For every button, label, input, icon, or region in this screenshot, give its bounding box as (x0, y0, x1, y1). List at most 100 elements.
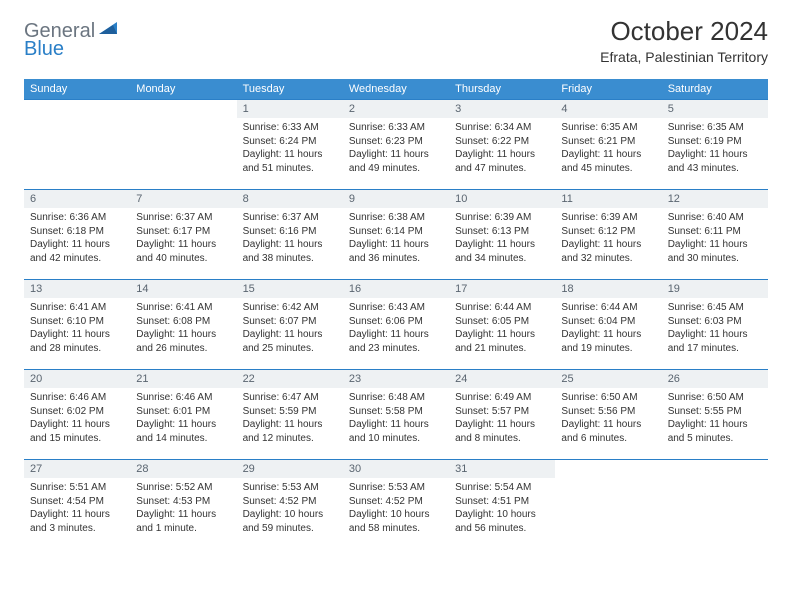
day-details: Sunrise: 6:44 AMSunset: 6:05 PMDaylight:… (449, 298, 555, 360)
day-number: 31 (449, 460, 555, 478)
day-header-cell: Wednesday (343, 79, 449, 100)
day-number: 7 (130, 190, 236, 208)
day-number: 21 (130, 370, 236, 388)
calendar-day-cell: 17Sunrise: 6:44 AMSunset: 6:05 PMDayligh… (449, 280, 555, 370)
day-header-cell: Tuesday (237, 79, 343, 100)
day-number: 11 (555, 190, 661, 208)
calendar-day-cell: 16Sunrise: 6:43 AMSunset: 6:06 PMDayligh… (343, 280, 449, 370)
calendar-day-cell: 20Sunrise: 6:46 AMSunset: 6:02 PMDayligh… (24, 370, 130, 460)
calendar-empty-cell (662, 460, 768, 550)
calendar-week-row: 13Sunrise: 6:41 AMSunset: 6:10 PMDayligh… (24, 280, 768, 370)
calendar-day-cell: 5Sunrise: 6:35 AMSunset: 6:19 PMDaylight… (662, 100, 768, 190)
day-details: Sunrise: 5:51 AMSunset: 4:54 PMDaylight:… (24, 478, 130, 540)
calendar-day-cell: 24Sunrise: 6:49 AMSunset: 5:57 PMDayligh… (449, 370, 555, 460)
day-details: Sunrise: 6:38 AMSunset: 6:14 PMDaylight:… (343, 208, 449, 270)
day-header-cell: Thursday (449, 79, 555, 100)
day-header-row: SundayMondayTuesdayWednesdayThursdayFrid… (24, 79, 768, 100)
calendar-day-cell: 6Sunrise: 6:36 AMSunset: 6:18 PMDaylight… (24, 190, 130, 280)
calendar-day-cell: 27Sunrise: 5:51 AMSunset: 4:54 PMDayligh… (24, 460, 130, 550)
calendar-day-cell: 13Sunrise: 6:41 AMSunset: 6:10 PMDayligh… (24, 280, 130, 370)
calendar-week-row: 20Sunrise: 6:46 AMSunset: 6:02 PMDayligh… (24, 370, 768, 460)
calendar-day-cell: 25Sunrise: 6:50 AMSunset: 5:56 PMDayligh… (555, 370, 661, 460)
day-number: 30 (343, 460, 449, 478)
calendar-body: 1Sunrise: 6:33 AMSunset: 6:24 PMDaylight… (24, 100, 768, 550)
day-details: Sunrise: 6:34 AMSunset: 6:22 PMDaylight:… (449, 118, 555, 180)
day-number: 17 (449, 280, 555, 298)
calendar-empty-cell (555, 460, 661, 550)
day-details: Sunrise: 6:42 AMSunset: 6:07 PMDaylight:… (237, 298, 343, 360)
day-details: Sunrise: 6:46 AMSunset: 6:02 PMDaylight:… (24, 388, 130, 450)
calendar-day-cell: 28Sunrise: 5:52 AMSunset: 4:53 PMDayligh… (130, 460, 236, 550)
calendar-day-cell: 15Sunrise: 6:42 AMSunset: 6:07 PMDayligh… (237, 280, 343, 370)
calendar-day-cell: 1Sunrise: 6:33 AMSunset: 6:24 PMDaylight… (237, 100, 343, 190)
day-number: 13 (24, 280, 130, 298)
day-number: 3 (449, 100, 555, 118)
day-details: Sunrise: 6:33 AMSunset: 6:23 PMDaylight:… (343, 118, 449, 180)
calendar-day-cell: 22Sunrise: 6:47 AMSunset: 5:59 PMDayligh… (237, 370, 343, 460)
calendar-day-cell: 7Sunrise: 6:37 AMSunset: 6:17 PMDaylight… (130, 190, 236, 280)
title-block: October 2024 Efrata, Palestinian Territo… (600, 16, 768, 65)
day-number: 18 (555, 280, 661, 298)
calendar-empty-cell (130, 100, 236, 190)
day-details: Sunrise: 6:48 AMSunset: 5:58 PMDaylight:… (343, 388, 449, 450)
day-number: 25 (555, 370, 661, 388)
day-details: Sunrise: 5:53 AMSunset: 4:52 PMDaylight:… (237, 478, 343, 540)
day-number: 29 (237, 460, 343, 478)
month-year: October 2024 (600, 16, 768, 47)
calendar-day-cell: 21Sunrise: 6:46 AMSunset: 6:01 PMDayligh… (130, 370, 236, 460)
day-number: 6 (24, 190, 130, 208)
calendar-day-cell: 26Sunrise: 6:50 AMSunset: 5:55 PMDayligh… (662, 370, 768, 460)
calendar-day-cell: 11Sunrise: 6:39 AMSunset: 6:12 PMDayligh… (555, 190, 661, 280)
day-number: 8 (237, 190, 343, 208)
day-details: Sunrise: 6:50 AMSunset: 5:56 PMDaylight:… (555, 388, 661, 450)
day-number: 14 (130, 280, 236, 298)
calendar-day-cell: 10Sunrise: 6:39 AMSunset: 6:13 PMDayligh… (449, 190, 555, 280)
day-number: 10 (449, 190, 555, 208)
day-number: 19 (662, 280, 768, 298)
day-number: 5 (662, 100, 768, 118)
calendar-day-cell: 19Sunrise: 6:45 AMSunset: 6:03 PMDayligh… (662, 280, 768, 370)
day-details: Sunrise: 6:39 AMSunset: 6:13 PMDaylight:… (449, 208, 555, 270)
day-details: Sunrise: 6:46 AMSunset: 6:01 PMDaylight:… (130, 388, 236, 450)
day-details: Sunrise: 6:35 AMSunset: 6:21 PMDaylight:… (555, 118, 661, 180)
calendar-day-cell: 14Sunrise: 6:41 AMSunset: 6:08 PMDayligh… (130, 280, 236, 370)
day-details: Sunrise: 6:41 AMSunset: 6:10 PMDaylight:… (24, 298, 130, 360)
day-details: Sunrise: 6:41 AMSunset: 6:08 PMDaylight:… (130, 298, 236, 360)
calendar-day-cell: 8Sunrise: 6:37 AMSunset: 6:16 PMDaylight… (237, 190, 343, 280)
calendar-day-cell: 18Sunrise: 6:44 AMSunset: 6:04 PMDayligh… (555, 280, 661, 370)
calendar-week-row: 6Sunrise: 6:36 AMSunset: 6:18 PMDaylight… (24, 190, 768, 280)
day-number: 26 (662, 370, 768, 388)
calendar-empty-cell (24, 100, 130, 190)
calendar-day-cell: 2Sunrise: 6:33 AMSunset: 6:23 PMDaylight… (343, 100, 449, 190)
brand-triangle-icon (99, 22, 119, 41)
day-details: Sunrise: 6:37 AMSunset: 6:17 PMDaylight:… (130, 208, 236, 270)
location: Efrata, Palestinian Territory (600, 49, 768, 65)
day-number: 2 (343, 100, 449, 118)
day-header-cell: Friday (555, 79, 661, 100)
calendar-day-cell: 23Sunrise: 6:48 AMSunset: 5:58 PMDayligh… (343, 370, 449, 460)
day-details: Sunrise: 6:39 AMSunset: 6:12 PMDaylight:… (555, 208, 661, 270)
calendar-day-cell: 12Sunrise: 6:40 AMSunset: 6:11 PMDayligh… (662, 190, 768, 280)
calendar-day-cell: 4Sunrise: 6:35 AMSunset: 6:21 PMDaylight… (555, 100, 661, 190)
day-number: 23 (343, 370, 449, 388)
day-details: Sunrise: 6:50 AMSunset: 5:55 PMDaylight:… (662, 388, 768, 450)
calendar-table: SundayMondayTuesdayWednesdayThursdayFrid… (24, 79, 768, 550)
calendar-day-cell: 30Sunrise: 5:53 AMSunset: 4:52 PMDayligh… (343, 460, 449, 550)
day-details: Sunrise: 6:35 AMSunset: 6:19 PMDaylight:… (662, 118, 768, 180)
day-details: Sunrise: 5:53 AMSunset: 4:52 PMDaylight:… (343, 478, 449, 540)
day-number: 16 (343, 280, 449, 298)
day-details: Sunrise: 6:47 AMSunset: 5:59 PMDaylight:… (237, 388, 343, 450)
day-number: 22 (237, 370, 343, 388)
day-details: Sunrise: 6:44 AMSunset: 6:04 PMDaylight:… (555, 298, 661, 360)
calendar-day-cell: 3Sunrise: 6:34 AMSunset: 6:22 PMDaylight… (449, 100, 555, 190)
calendar-week-row: 1Sunrise: 6:33 AMSunset: 6:24 PMDaylight… (24, 100, 768, 190)
day-header-cell: Sunday (24, 79, 130, 100)
day-number: 4 (555, 100, 661, 118)
day-number: 20 (24, 370, 130, 388)
calendar-day-cell: 29Sunrise: 5:53 AMSunset: 4:52 PMDayligh… (237, 460, 343, 550)
day-details: Sunrise: 6:49 AMSunset: 5:57 PMDaylight:… (449, 388, 555, 450)
day-number: 1 (237, 100, 343, 118)
calendar-day-cell: 9Sunrise: 6:38 AMSunset: 6:14 PMDaylight… (343, 190, 449, 280)
day-details: Sunrise: 5:52 AMSunset: 4:53 PMDaylight:… (130, 478, 236, 540)
day-details: Sunrise: 6:36 AMSunset: 6:18 PMDaylight:… (24, 208, 130, 270)
